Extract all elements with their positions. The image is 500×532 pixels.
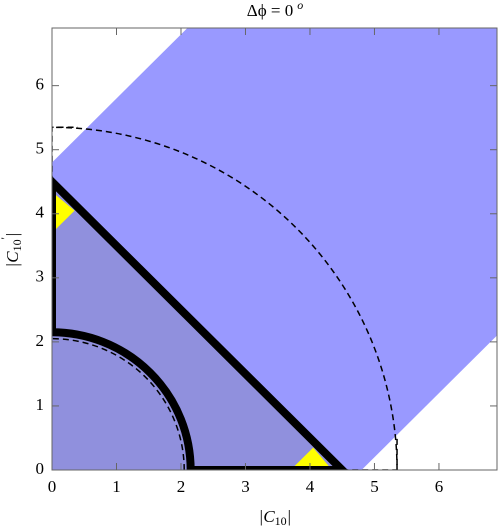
plot-frame bbox=[51, 27, 498, 471]
x-label-main: |C bbox=[259, 507, 276, 526]
y-label-end: | bbox=[3, 233, 22, 238]
arc bbox=[52, 337, 185, 470]
boundary-line bbox=[52, 126, 78, 182]
y-tick-label: 4 bbox=[36, 203, 45, 222]
x-tick-label: 4 bbox=[306, 477, 315, 496]
title-superscript: o bbox=[297, 0, 303, 12]
y-tick-label: 2 bbox=[36, 331, 45, 350]
x-tick-label: 2 bbox=[177, 477, 186, 496]
x-tick-label: 5 bbox=[370, 477, 379, 496]
y-label-sup: ' bbox=[0, 237, 12, 239]
y-axis-label: |C10'| bbox=[0, 233, 24, 268]
arc bbox=[52, 328, 195, 470]
region bbox=[293, 447, 330, 467]
x-tick-label: 6 bbox=[435, 477, 444, 496]
chart-title: Δϕ = 0 o bbox=[247, 0, 303, 20]
boundary-line bbox=[52, 176, 348, 470]
region bbox=[55, 194, 75, 230]
title-main: Δϕ = 0 bbox=[247, 1, 293, 20]
y-tick-label: 5 bbox=[36, 139, 45, 158]
y-label-main: |C bbox=[3, 251, 22, 268]
y-label-sub: 10 bbox=[10, 239, 24, 251]
y-tick-label: 0 bbox=[36, 459, 45, 478]
y-tick-label: 6 bbox=[36, 75, 45, 94]
y-tick-label: 1 bbox=[36, 395, 45, 414]
x-tick-label: 0 bbox=[48, 477, 57, 496]
x-label-end: | bbox=[287, 507, 292, 526]
x-axis-label: |C10| bbox=[259, 507, 292, 528]
x-label-sub: 10 bbox=[275, 514, 287, 528]
x-tick-label: 1 bbox=[112, 477, 121, 496]
x-tick-label: 3 bbox=[241, 477, 250, 496]
y-tick-label: 3 bbox=[36, 267, 45, 286]
